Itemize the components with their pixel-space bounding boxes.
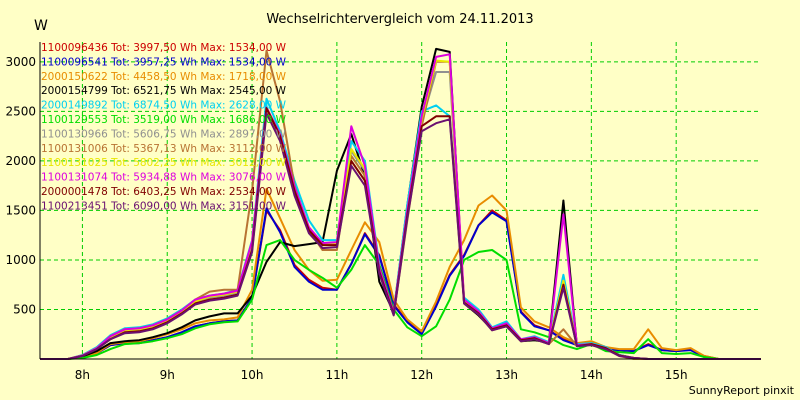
y-tick-label: 1500 <box>5 203 36 217</box>
x-tick-label: 10h <box>241 368 264 382</box>
y-tick-label: 3000 <box>5 55 36 69</box>
x-tick-label: 8h <box>75 368 90 382</box>
x-tick-label: 11h <box>325 368 348 382</box>
y-tick-label: 2000 <box>5 154 36 168</box>
legend-entry-3: 2000150622 Tot: 4458,50 Wh Max: 1718,00 … <box>41 71 287 83</box>
tick-labels: 500 1000 1500 2000 2500 3000 8h 9h 10h 11h 12h 13h 1… <box>5 55 687 382</box>
legend-entry-8: 1100131006 Tot: 5367,13 Wh Max: 3112,00 … <box>41 143 287 155</box>
y-tick-label: 1000 <box>5 253 36 267</box>
x-tick-label: 9h <box>160 368 175 382</box>
y-tick-label: 500 <box>13 302 36 316</box>
legend: 1100096436 Tot: 3997,50 Wh Max: 1534,00 … <box>41 42 287 212</box>
legend-entry-6: 1100129553 Tot: 3519,00 Wh Max: 1686,00 … <box>41 114 287 126</box>
x-tick-label: 13h <box>495 368 518 382</box>
x-tick-label: 12h <box>410 368 433 382</box>
legend-entry-12: 1100213451 Tot: 6090,00 Wh Max: 3151,00 … <box>41 200 287 212</box>
legend-entry-5: 2000149892 Tot: 6874,50 Wh Max: 2628,00 … <box>41 100 287 112</box>
legend-entry-9: 1100131025 Tot: 5802,25 Wh Max: 3012,00 … <box>41 157 287 169</box>
y-unit-label: W <box>34 18 48 34</box>
chart-title: Wechselrichtervergleich vom 24.11.2013 <box>266 12 533 27</box>
legend-entry-4: 2000154799 Tot: 6521,75 Wh Max: 2545,00 … <box>41 85 287 97</box>
x-tick-label: 14h <box>580 368 603 382</box>
x-tick-label: 15h <box>665 368 688 382</box>
legend-entry-1: 1100096436 Tot: 3997,50 Wh Max: 1534,00 … <box>41 42 287 54</box>
axes <box>39 42 761 360</box>
plot-area <box>40 42 761 359</box>
y-tick-label: 2500 <box>5 104 36 118</box>
footer-credit: SunnyReport pinxit <box>689 384 795 397</box>
legend-entry-7: 1100130966 Tot: 5606,75 Wh Max: 2897,00 … <box>41 128 287 140</box>
plot-background <box>40 42 761 359</box>
series-line-6 <box>40 239 761 360</box>
legend-entry-2: 1100096541 Tot: 3957,25 Wh Max: 1534,00 … <box>41 56 287 68</box>
legend-entry-11: 2000001478 Tot: 6403,25 Wh Max: 2534,00 … <box>41 186 287 198</box>
legend-entry-10: 1100131074 Tot: 5934,88 Wh Max: 3076,00 … <box>41 172 287 184</box>
